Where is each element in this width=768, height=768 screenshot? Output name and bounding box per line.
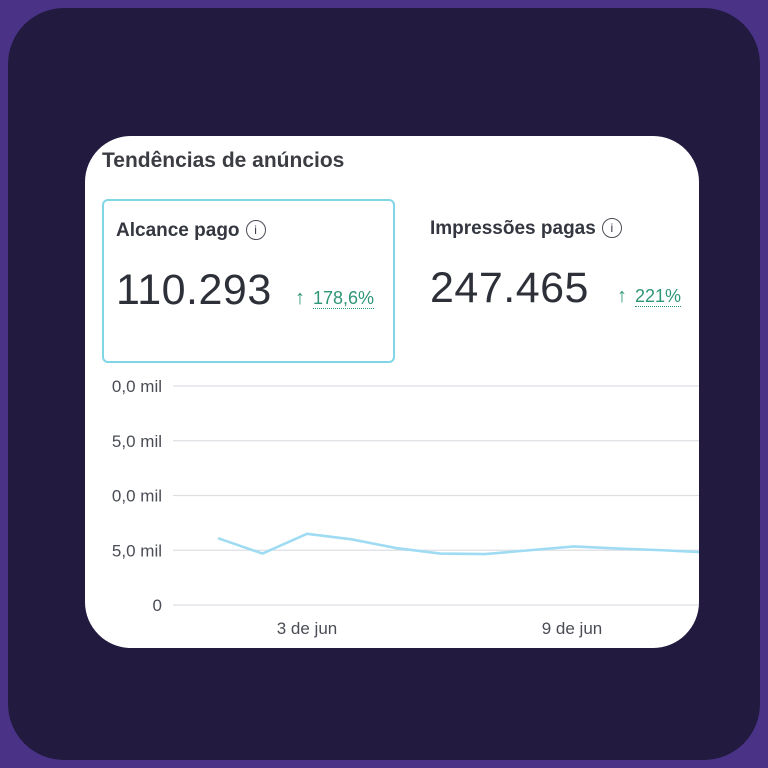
info-icon[interactable]: i: [601, 218, 622, 238]
ad-trends-card: Tendências de anúncios Alcance pago i 110…: [85, 136, 699, 648]
line-chart: 0,0 mil 5,0 mil 0,0 mil 5,0 mil 0 3 de jun 9 d…: [112, 377, 699, 638]
metric-card-paid-reach[interactable]: Alcance pago i 110.293 ↑ 178,6%: [102, 199, 395, 363]
info-icon[interactable]: i: [245, 220, 266, 240]
x-tick-label: 3 de jun: [277, 619, 338, 638]
metric-value: 110.293: [116, 266, 272, 314]
y-tick-label: 0,0 mil: [112, 377, 162, 396]
y-tick-label: 5,0 mil: [112, 541, 162, 560]
y-tick-label: 0: [153, 596, 162, 615]
arrow-up-icon: ↑: [617, 285, 627, 307]
arrow-up-icon: ↑: [295, 287, 305, 309]
y-tick-label: 5,0 mil: [112, 432, 162, 451]
y-tick-label: 0,0 mil: [112, 487, 162, 506]
metric-change: ↑ 221%: [617, 285, 682, 307]
series-line: [217, 532, 699, 556]
x-tick-label: 9 de jun: [542, 619, 603, 638]
metric-value: 247.465: [430, 264, 589, 312]
metric-card-paid-impressions[interactable]: Impressões pagas i 247.465 ↑ 221%: [418, 199, 699, 363]
page-title: Tendências de anúncios: [102, 149, 345, 172]
metric-label: Impressões pagas i: [430, 218, 622, 240]
outer-frame: Tendências de anúncios Alcance pago i 110…: [8, 8, 760, 760]
metric-label: Alcance pago i: [116, 220, 266, 242]
metric-change: ↑ 178,6%: [295, 287, 375, 309]
